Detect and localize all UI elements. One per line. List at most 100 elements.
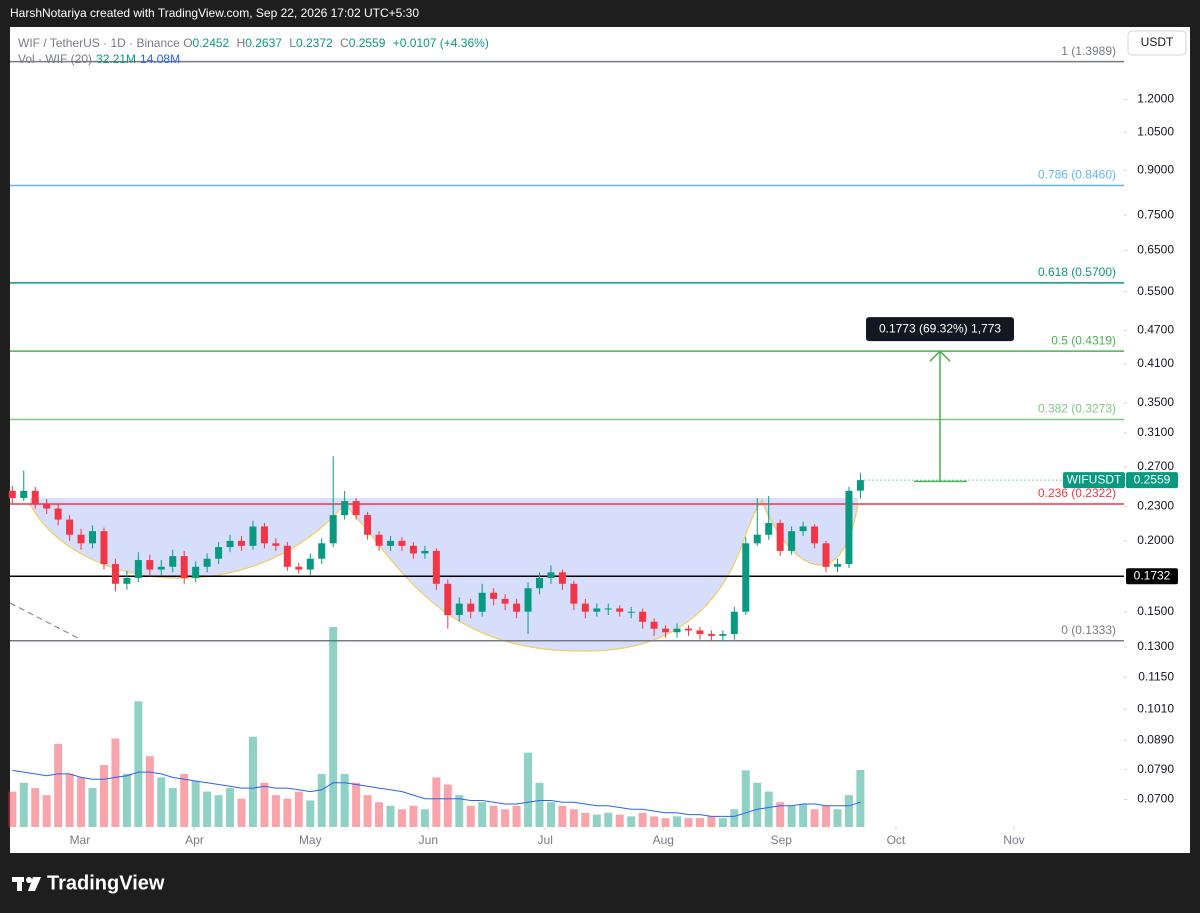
- candle-body: [43, 504, 51, 509]
- currency-button[interactable]: [1127, 30, 1187, 56]
- volume-bar: [684, 818, 693, 827]
- ohlc-value: 0.2452: [192, 36, 230, 50]
- logo: [12, 877, 41, 891]
- candle-body: [845, 490, 853, 565]
- volume-bar: [168, 788, 177, 827]
- candle-body: [157, 566, 165, 570]
- x-tick-label: Jul: [538, 833, 553, 847]
- y-tick-label: 1.2000: [1137, 92, 1174, 106]
- x-tick-label: Aug: [653, 833, 674, 847]
- volume-bar: [340, 773, 349, 827]
- candle-body: [146, 560, 154, 570]
- candle-body: [455, 603, 463, 616]
- candle-body: [409, 545, 417, 554]
- candle-body: [811, 526, 819, 544]
- fib-label: 0 (0.1333): [1061, 623, 1116, 637]
- candle-body: [501, 598, 509, 604]
- candle-body: [616, 608, 624, 612]
- volume-bar: [237, 798, 246, 827]
- volume-bar: [65, 773, 74, 827]
- y-tick-label: 0.3500: [1137, 395, 1174, 409]
- candle-body: [833, 564, 841, 567]
- volume-bar: [455, 795, 464, 827]
- y-tick-label: 0.1300: [1137, 639, 1174, 653]
- candle-body: [753, 534, 761, 544]
- volume-bar: [558, 805, 567, 827]
- volume-bar: [856, 769, 865, 827]
- volume-bar: [54, 743, 63, 827]
- candle-body: [318, 543, 326, 559]
- y-tick-label: 0.2700: [1137, 459, 1174, 473]
- candle-body: [111, 564, 119, 584]
- cup-outline: [344, 498, 859, 652]
- volume-bar: [546, 802, 555, 827]
- candle-body: [490, 592, 498, 599]
- volume-bar: [615, 814, 624, 827]
- candle-body: [260, 526, 268, 544]
- y-tick-label: 0.0890: [1137, 732, 1174, 746]
- legend-row: WIF / TetherUS · 1D · Binance O0.2452 H0…: [18, 35, 493, 51]
- chart-panel: [10, 27, 1190, 853]
- candle-body: [398, 540, 406, 546]
- ohlc-key: O: [183, 36, 193, 50]
- volume-bar: [145, 756, 154, 827]
- candle-body: [375, 534, 383, 546]
- volume-bar: [248, 736, 257, 827]
- plot-layer: 1.2000 1.0500 0.9000 0.7500 0.6500 0.5500 0.47…: [8, 44, 1178, 847]
- volume-value: 32.21M: [96, 52, 137, 66]
- y-tick-label: 0.2300: [1137, 499, 1174, 513]
- volume-ma-value: 14.08M: [140, 52, 181, 66]
- volume-bar: [822, 805, 831, 827]
- volume-bar: [214, 795, 223, 827]
- candle-body: [570, 583, 578, 604]
- candle-body: [432, 550, 440, 584]
- legend-row: Vol · WIF (20) 32.21M 14.08M: [18, 51, 493, 67]
- candle-body: [249, 526, 257, 546]
- volume-bar: [420, 809, 429, 827]
- fib-label: 1 (1.3989): [1061, 44, 1116, 58]
- price-tag-label: 0.1732: [1134, 568, 1171, 582]
- volume-bar: [627, 816, 636, 827]
- candle-body: [8, 490, 16, 498]
- volume-bar: [363, 795, 372, 827]
- x-tick-label: May: [299, 833, 322, 847]
- candle-body: [226, 540, 234, 548]
- y-tick-label: 0.6500: [1137, 243, 1174, 257]
- fib-label: 0.236 (0.2322): [1038, 486, 1116, 500]
- x-tick-label: Jun: [419, 833, 438, 847]
- candle-body: [203, 558, 211, 567]
- volume-bar: [99, 765, 108, 827]
- candle-body: [467, 603, 475, 612]
- volume-bar: [31, 788, 40, 827]
- volume-bar: [638, 812, 647, 827]
- candle-body: [581, 603, 589, 612]
- candle-body: [169, 556, 177, 567]
- y-tick-label: 0.4100: [1137, 356, 1174, 370]
- volume-bar: [650, 816, 659, 827]
- candle-body: [639, 611, 647, 622]
- candle-body: [444, 583, 452, 616]
- y-tick-label: 0.9000: [1137, 162, 1174, 176]
- cup-handle: [762, 504, 858, 566]
- volume-bar: [260, 782, 269, 827]
- ohlc-value: 0.2559: [348, 36, 386, 50]
- candle-body: [765, 523, 773, 535]
- volume-bar: [581, 812, 590, 827]
- volume-bar: [191, 780, 200, 827]
- volume-bar: [8, 791, 17, 827]
- volume-bar: [375, 802, 384, 827]
- volume-bar: [695, 818, 704, 827]
- candle-body: [31, 490, 39, 505]
- price-tag: [1126, 472, 1178, 489]
- candle-body: [696, 630, 704, 635]
- candle-body: [192, 566, 200, 578]
- volume-bar: [718, 818, 727, 827]
- candle-body: [54, 508, 62, 520]
- volume-bar: [111, 738, 120, 827]
- volume-bar: [524, 752, 533, 827]
- candle-body: [421, 550, 429, 554]
- volume-bar: [329, 627, 338, 827]
- candle-body: [89, 531, 97, 544]
